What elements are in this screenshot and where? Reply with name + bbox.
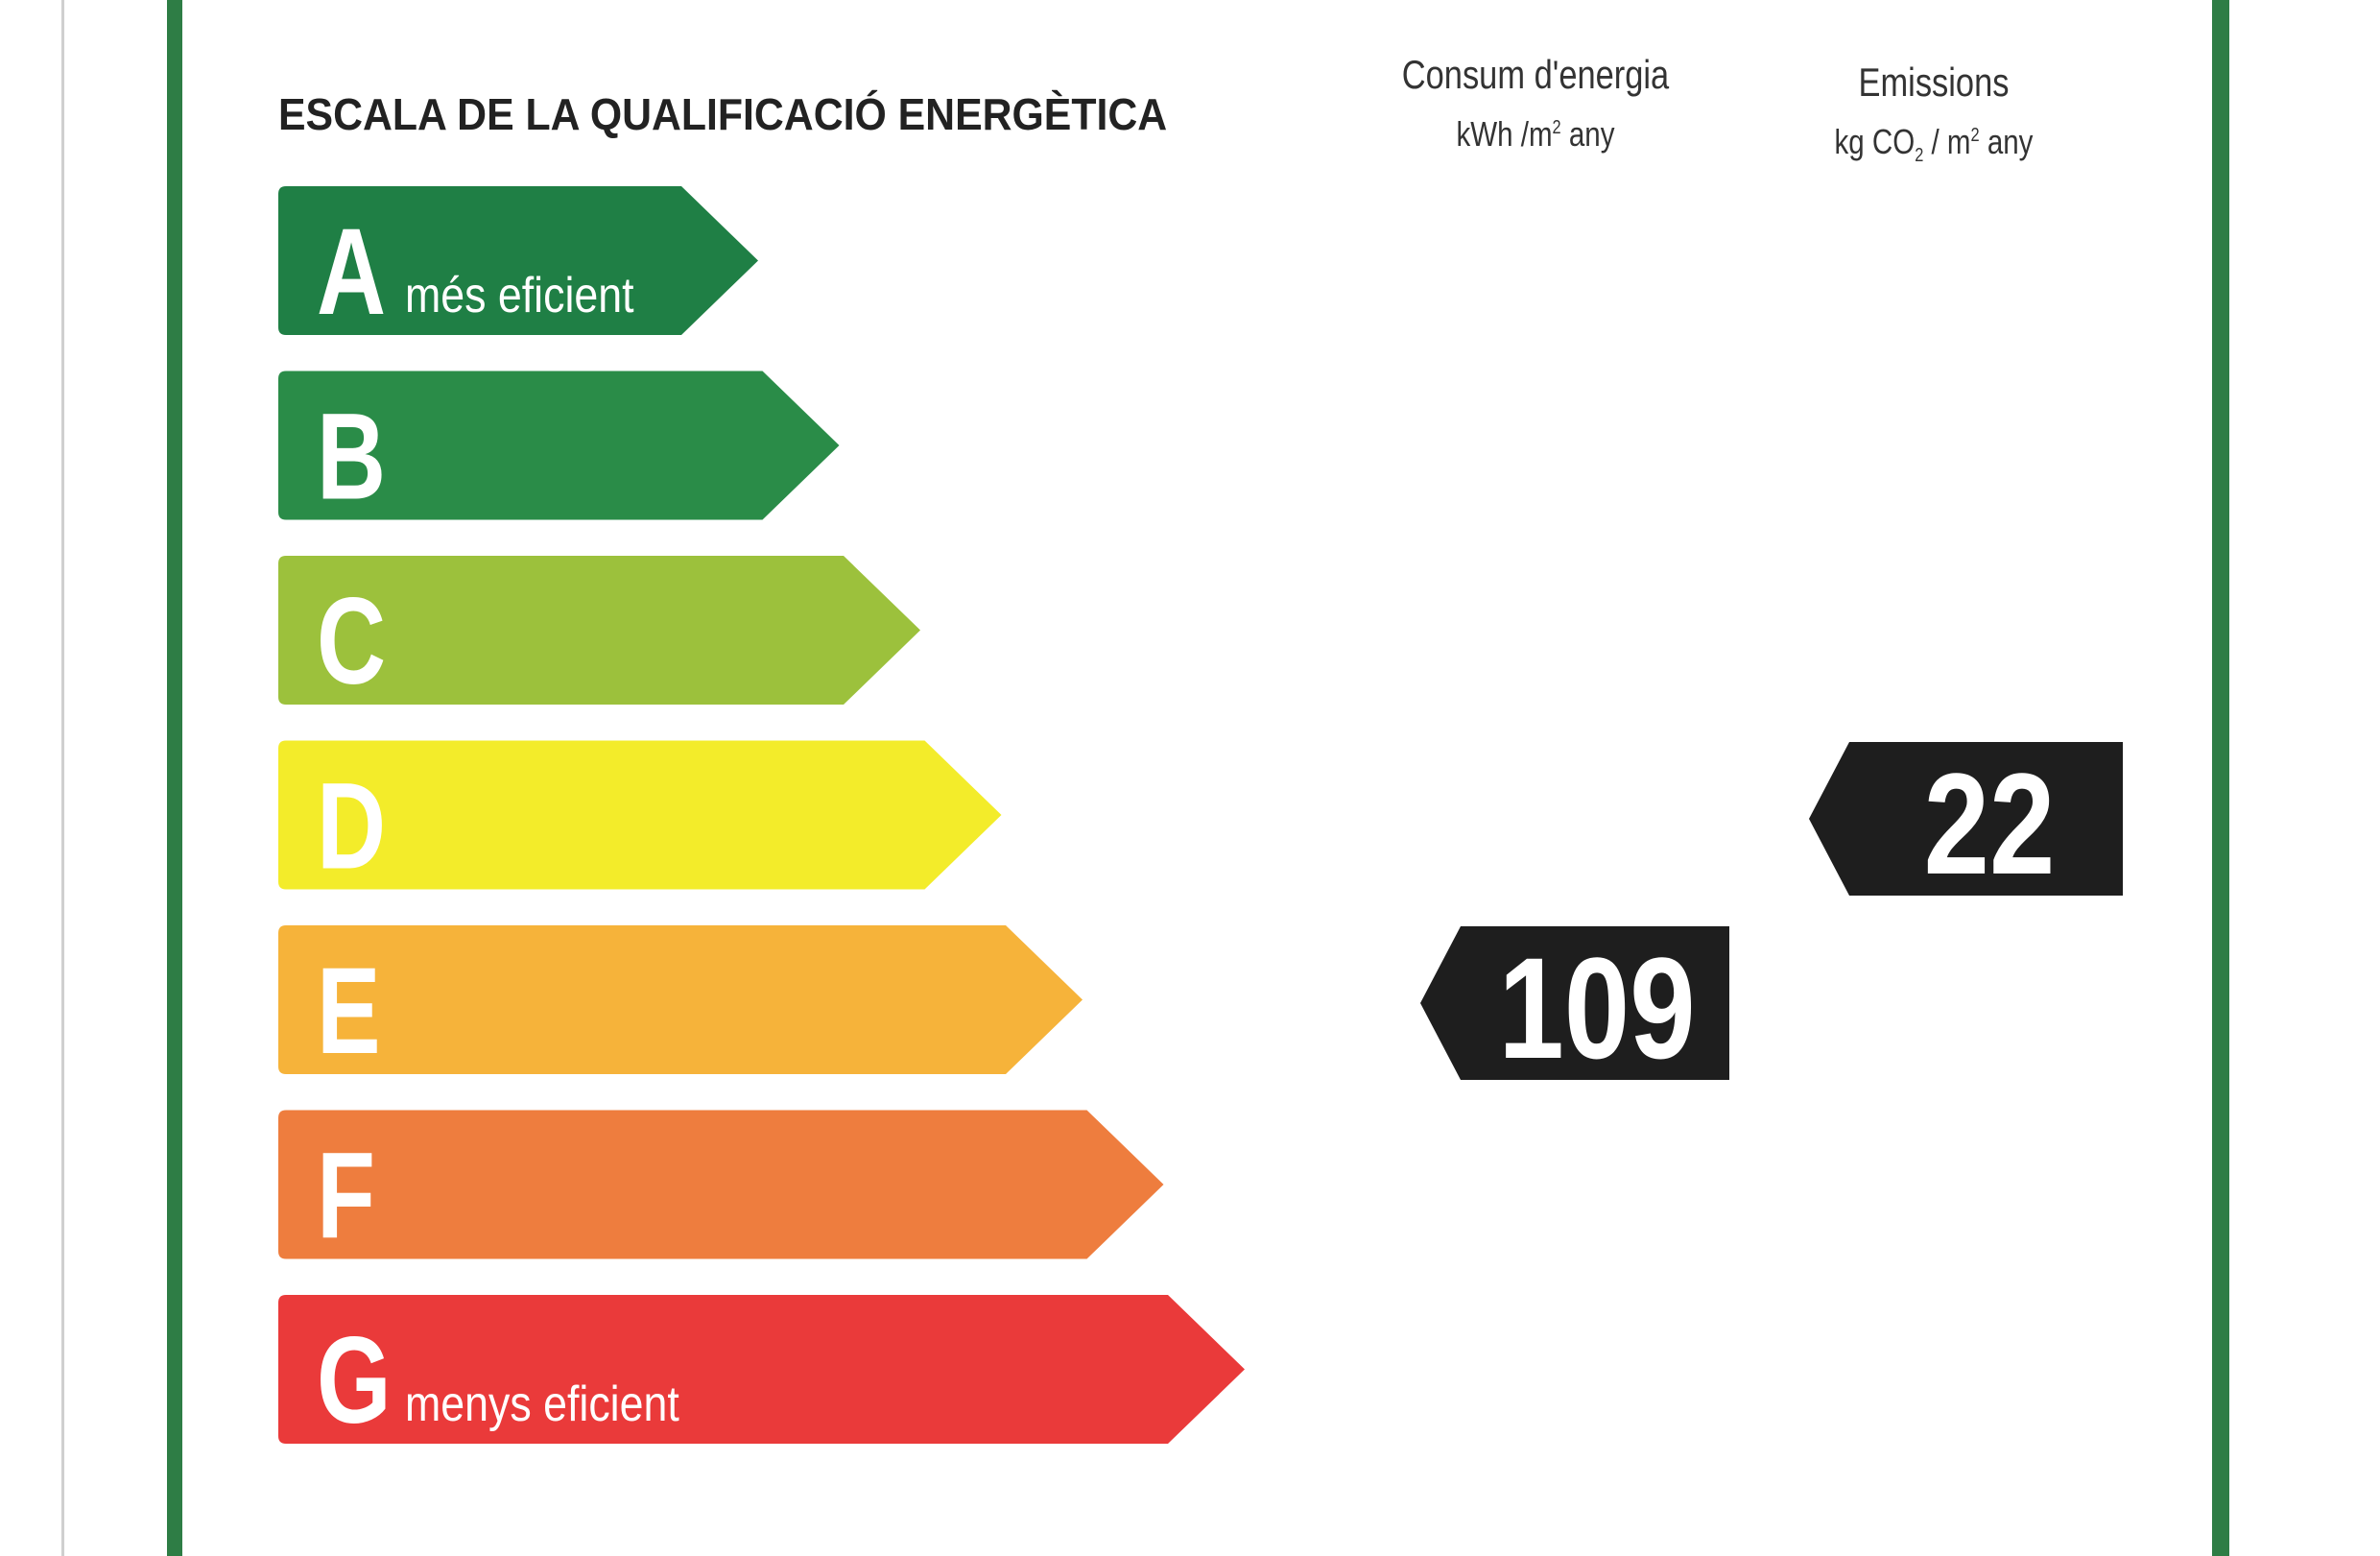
rating-arrow-b bbox=[278, 371, 840, 520]
scale-title: ESCALA DE LA QUALIFICACIÓ ENERGÈTICA bbox=[278, 89, 1168, 139]
rating-arrow-c bbox=[278, 556, 920, 705]
rating-arrow-g bbox=[278, 1295, 1245, 1444]
emissions-column-unit: kg CO2 / m2 any bbox=[1834, 122, 2034, 167]
page-edge bbox=[61, 0, 64, 1556]
emissions-column-header: Emissions kg CO2 / m2 any bbox=[1732, 58, 2135, 183]
emissions-result-badge: 22 bbox=[1809, 742, 2123, 898]
energy-column-unit: kWh /m2 any bbox=[1456, 114, 1615, 154]
rating-letter-e: E bbox=[317, 943, 381, 1080]
rating-bar-f: F bbox=[278, 1110, 1164, 1265]
rating-arrow-e bbox=[278, 925, 1083, 1074]
rating-arrow-d bbox=[278, 740, 1002, 890]
rating-letter-a: A bbox=[317, 203, 386, 341]
energy-result-value: 109 bbox=[1498, 928, 1695, 1083]
rating-letter-b: B bbox=[317, 389, 386, 526]
energy-result-badge: 109 bbox=[1420, 926, 1729, 1083]
emissions-result-value: 22 bbox=[1924, 744, 2056, 898]
rating-caption-g: menys eficient bbox=[405, 1376, 679, 1432]
energy-result-shape bbox=[1420, 926, 1729, 1080]
frame-border-left bbox=[167, 0, 182, 1556]
energy-column-header: Consum d'energia kWh /m2 any bbox=[1344, 50, 1727, 162]
rating-letter-f: F bbox=[317, 1128, 375, 1265]
rating-bar-d: D bbox=[278, 740, 1002, 896]
rating-bar-e: E bbox=[278, 925, 1083, 1080]
rating-bar-b: B bbox=[278, 371, 840, 526]
rating-letter-d: D bbox=[317, 758, 386, 896]
energy-column-title: Consum d'energia bbox=[1401, 52, 1670, 97]
frame-border-right bbox=[2212, 0, 2229, 1556]
rating-letter-g: G bbox=[317, 1312, 392, 1449]
rating-letter-c: C bbox=[317, 573, 386, 710]
rating-arrow-a bbox=[278, 186, 758, 335]
emissions-column-title: Emissions bbox=[1858, 60, 2010, 105]
emissions-result-shape bbox=[1809, 742, 2123, 896]
rating-caption-a: més eficient bbox=[405, 268, 634, 323]
rating-bar-c: C bbox=[278, 556, 920, 710]
rating-arrow-f bbox=[278, 1110, 1164, 1259]
